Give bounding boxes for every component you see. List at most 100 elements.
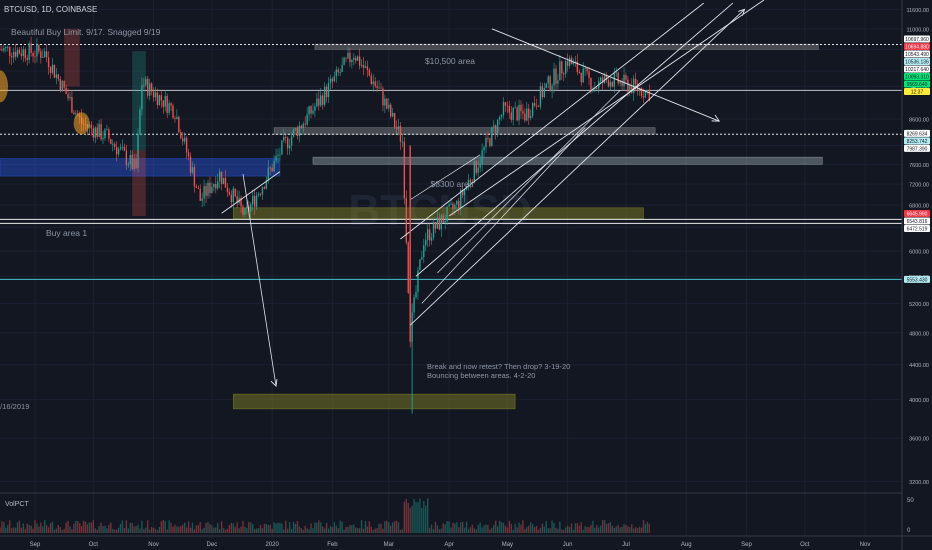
time-axis[interactable]: Sep Oct Nov Dec 2020 Feb Mar Apr May Jun Jul Aug Sep… bbox=[30, 542, 871, 548]
volume-bar bbox=[123, 527, 126, 533]
trend-line[interactable] bbox=[491, 28, 720, 122]
zone-rect[interactable] bbox=[232, 207, 644, 220]
zone-rect[interactable] bbox=[232, 393, 516, 410]
trend-line[interactable] bbox=[221, 171, 281, 214]
volume-bar bbox=[390, 525, 392, 533]
candle-body bbox=[88, 124, 91, 128]
volume-bar bbox=[452, 522, 454, 533]
candle-body bbox=[323, 86, 326, 105]
price-tick-label: 4400.00 bbox=[909, 363, 929, 369]
price-badge-label: 8253.742 bbox=[907, 139, 928, 145]
volume-bar bbox=[549, 528, 551, 533]
candle-body bbox=[152, 91, 155, 98]
trend-lines[interactable] bbox=[221, 0, 765, 388]
price-tick-label: 4000.00 bbox=[909, 398, 929, 404]
candle-body bbox=[75, 113, 77, 115]
volume-bar bbox=[44, 520, 46, 533]
trend-line[interactable] bbox=[400, 2, 704, 240]
volume-bar bbox=[565, 527, 567, 533]
volume-bar bbox=[20, 527, 23, 533]
candle-body bbox=[390, 104, 392, 117]
price-tick-label: 6800.00 bbox=[909, 204, 929, 210]
volume-bar bbox=[279, 522, 281, 533]
candle-body bbox=[557, 80, 559, 84]
price-tick-label: 7200.00 bbox=[909, 183, 929, 189]
header-note: Beautiful Buy Limit. 9/17. Snagged 9/19 bbox=[11, 27, 161, 37]
price-badge-bg bbox=[904, 217, 930, 225]
volume-bar bbox=[232, 523, 234, 533]
volume-bar bbox=[601, 520, 604, 533]
volume-bar bbox=[496, 526, 499, 533]
volume-bar bbox=[479, 522, 481, 533]
zone-rect[interactable] bbox=[314, 43, 819, 50]
zone-rect[interactable] bbox=[273, 127, 656, 135]
candle-body bbox=[475, 161, 477, 173]
volume-bar bbox=[502, 522, 505, 533]
candle-body bbox=[541, 86, 544, 98]
trend-line[interactable] bbox=[409, 154, 481, 201]
volume-bar bbox=[253, 528, 256, 533]
candle-body bbox=[61, 80, 63, 91]
candle-body bbox=[605, 75, 608, 80]
candle-body bbox=[42, 57, 44, 58]
candle-body bbox=[320, 95, 322, 106]
price-badge-bg bbox=[904, 88, 930, 96]
volume-bar bbox=[246, 527, 248, 533]
volume-bar bbox=[30, 525, 32, 533]
time-tick-label: Oct bbox=[800, 542, 810, 548]
candle-body bbox=[100, 124, 102, 140]
candle-body bbox=[596, 87, 598, 89]
volume-bar bbox=[487, 524, 489, 533]
volume-bar bbox=[55, 528, 58, 533]
zone-rect[interactable] bbox=[312, 156, 823, 165]
volume-bar bbox=[281, 523, 283, 533]
candle-body bbox=[283, 136, 285, 141]
candle-body bbox=[7, 46, 9, 48]
arrow-head bbox=[711, 114, 721, 122]
price-badge-label: 10694.880 bbox=[905, 45, 929, 51]
trend-line[interactable] bbox=[448, 0, 765, 217]
drawing-zones[interactable] bbox=[0, 43, 823, 410]
volume-bar bbox=[376, 528, 378, 533]
candle-body bbox=[461, 189, 464, 196]
price-badge-bg bbox=[904, 144, 930, 152]
volume-bar bbox=[475, 529, 477, 533]
volume-bar bbox=[267, 524, 269, 533]
volume-bar bbox=[112, 528, 114, 533]
candle-body bbox=[189, 156, 192, 173]
highlight-column bbox=[132, 51, 146, 151]
candle-body bbox=[504, 102, 507, 106]
trend-line[interactable] bbox=[437, 90, 621, 274]
candle-body bbox=[26, 58, 28, 60]
volume-bar bbox=[495, 520, 497, 533]
volume-bar bbox=[531, 524, 534, 533]
volume-bar bbox=[127, 528, 129, 533]
candle-body bbox=[310, 106, 312, 114]
trend-line[interactable] bbox=[242, 174, 277, 387]
candle-body bbox=[518, 104, 520, 121]
volume-bar bbox=[415, 502, 417, 533]
volume-bar bbox=[358, 528, 361, 533]
volume-bar bbox=[432, 529, 435, 533]
trend-line[interactable] bbox=[421, 127, 586, 304]
candle-body bbox=[380, 87, 382, 89]
candle-body bbox=[339, 71, 341, 73]
volume-bar bbox=[357, 527, 359, 533]
candle-body bbox=[644, 90, 647, 98]
zone-rect[interactable] bbox=[0, 158, 281, 177]
trend-line[interactable] bbox=[409, 9, 745, 326]
volume-bar bbox=[147, 520, 149, 533]
price-badge: 5553.430 bbox=[904, 275, 930, 283]
candle-body bbox=[30, 43, 32, 53]
candle-body bbox=[123, 146, 126, 151]
candle-body bbox=[22, 49, 25, 56]
candle-body bbox=[275, 155, 277, 161]
volume-bar bbox=[306, 528, 308, 533]
volume-bar bbox=[137, 524, 139, 533]
volume-bar bbox=[333, 522, 336, 533]
candle-body bbox=[436, 217, 439, 229]
candle-body bbox=[625, 74, 627, 80]
candle-body bbox=[473, 161, 476, 183]
volume-bar bbox=[314, 522, 316, 533]
